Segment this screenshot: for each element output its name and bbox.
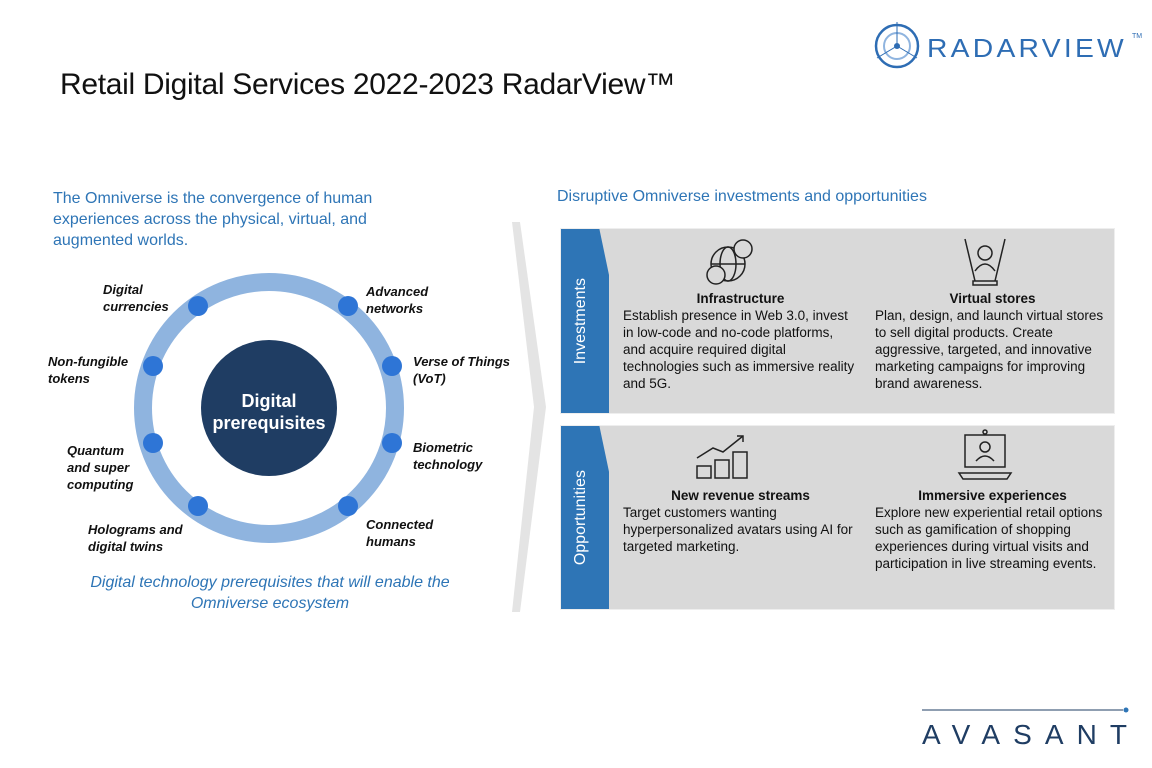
avasant-logo: AVASANT <box>922 707 1129 750</box>
opportunities-panel: Opportunities New revenue streams Target … <box>560 425 1115 610</box>
coins-growth-icon <box>696 435 748 479</box>
right-title: Disruptive Omniverse investments and opp… <box>557 188 927 205</box>
center-circle <box>201 340 337 476</box>
opportunities-tab: Opportunities <box>561 426 609 609</box>
dot <box>382 433 402 453</box>
label-connected-humans: Connected humans <box>366 517 434 549</box>
opportunities-label: Opportunities <box>572 469 589 566</box>
ring-dots <box>143 296 402 516</box>
globe-people-icon <box>706 239 753 285</box>
dot <box>382 356 402 376</box>
dot <box>338 296 358 316</box>
hologram-person-icon <box>964 238 1006 286</box>
chevron-divider <box>512 222 546 612</box>
label-advanced-networks: Advanced networks <box>366 284 429 316</box>
label-quantum: Quantum and super computing <box>67 443 134 492</box>
label-nft: Non-fungible tokens <box>48 354 129 386</box>
caption: Digital technology prerequisites that wi… <box>90 574 450 612</box>
svg-text:TM: TM <box>1132 33 1142 40</box>
dot <box>143 356 163 376</box>
item-text: Establish presence in Web 3.0, invest in… <box>623 308 855 391</box>
item-title: Immersive experiences <box>918 488 1067 503</box>
investments-tab: Investments <box>561 229 609 413</box>
label-biometric: Biometric technology <box>413 440 483 472</box>
item-text: Plan, design, and launch virtual stores … <box>875 308 1104 391</box>
investments-label: Investments <box>572 277 589 365</box>
dot <box>338 496 358 516</box>
ring <box>134 273 404 543</box>
item-title: Virtual stores <box>949 291 1036 306</box>
label-vot: Verse of Things (VoT) <box>413 354 511 386</box>
avasant-wordmark: AVASANT <box>922 719 1127 750</box>
item-title: Infrastructure <box>696 291 785 306</box>
prerequisites-ring <box>134 273 404 543</box>
new-revenue-streams-item: New revenue streams Target customers want… <box>623 487 858 555</box>
item-title: New revenue streams <box>671 488 810 503</box>
intro-text: The Omniverse is the convergence of huma… <box>53 190 373 249</box>
label-digital-currencies: Digital currencies <box>103 282 169 314</box>
immersive-experiences-item: Immersive experiences Explore new experie… <box>875 487 1110 572</box>
virtual-stores-item: Virtual stores Plan, design, and launch v… <box>875 290 1110 392</box>
infrastructure-item: Infrastructure Establish presence in Web … <box>623 290 858 392</box>
dot <box>143 433 163 453</box>
item-text: Explore new experiential retail options … <box>875 505 1103 571</box>
investments-panel: Investments Infrastructure Establish pres… <box>560 228 1115 414</box>
dot <box>188 496 208 516</box>
center-label: Digital prerequisites <box>212 391 326 433</box>
dot <box>188 296 208 316</box>
item-text: Target customers wanting hyperpersonaliz… <box>623 505 853 554</box>
page-title: Retail Digital Services 2022-2023 RadarV… <box>60 68 675 101</box>
radarview-wordmark: RADARVIEW <box>927 33 1127 63</box>
radar-icon: RADARVIEW TM <box>874 22 1142 69</box>
laptop-video-icon <box>957 429 1013 480</box>
radarview-logo: RADARVIEW TM <box>872 22 1147 77</box>
label-holograms: Holograms and digital twins <box>88 522 183 554</box>
